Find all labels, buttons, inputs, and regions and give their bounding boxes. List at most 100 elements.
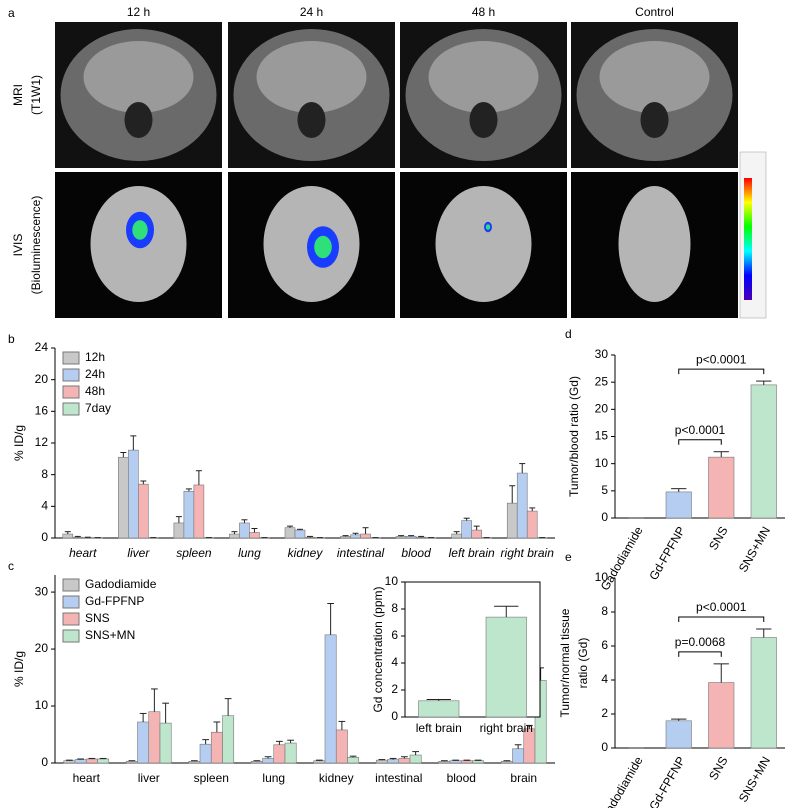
x-tick-label: Gadodiamide bbox=[598, 754, 646, 808]
mri-ventricle bbox=[124, 102, 153, 138]
bar bbox=[173, 522, 185, 539]
bar bbox=[398, 758, 411, 764]
x-tick-label: blood bbox=[401, 546, 431, 560]
bar bbox=[415, 536, 427, 539]
bar bbox=[125, 760, 138, 764]
x-tick-label: kidney bbox=[319, 771, 354, 785]
bar bbox=[449, 760, 462, 764]
panel-label: a bbox=[8, 6, 15, 20]
x-tick-label: SNS bbox=[706, 524, 730, 552]
bar bbox=[262, 758, 275, 764]
bar bbox=[250, 760, 263, 764]
x-tick-label: left brain bbox=[449, 546, 495, 560]
column-title: 12 h bbox=[127, 5, 150, 19]
annotation: p<0.0001 bbox=[675, 423, 726, 437]
bar bbox=[284, 742, 297, 764]
y-tick-label: 20 bbox=[35, 372, 49, 386]
legend-label: 12h bbox=[85, 350, 105, 364]
significance-bracket bbox=[678, 368, 765, 375]
bar bbox=[409, 754, 422, 764]
colorbar bbox=[744, 178, 752, 300]
y-tick-label: 20 bbox=[595, 402, 609, 416]
mri-brain bbox=[599, 41, 710, 113]
y-tick-label: 5 bbox=[601, 483, 608, 497]
bar bbox=[313, 760, 326, 764]
legend-label: SNS+MN bbox=[85, 628, 135, 642]
bar bbox=[284, 527, 296, 539]
row-label: MRI (T1W1) bbox=[11, 75, 43, 115]
bar bbox=[138, 483, 149, 539]
bar bbox=[118, 456, 129, 539]
y-tick-label: 30 bbox=[595, 347, 609, 361]
significance-bracket bbox=[678, 616, 765, 622]
significance-bracket bbox=[678, 651, 722, 657]
bar bbox=[485, 616, 527, 718]
row-label-line: MRI bbox=[11, 84, 25, 106]
bar bbox=[199, 743, 212, 764]
bar bbox=[137, 721, 150, 764]
bar bbox=[472, 760, 485, 764]
y-axis-label: Gd concentration (ppm) bbox=[371, 586, 385, 712]
bar bbox=[85, 758, 98, 764]
bar bbox=[665, 491, 692, 519]
x-tick-label: intestinal bbox=[337, 546, 385, 560]
bar bbox=[708, 456, 735, 519]
legend-swatch bbox=[62, 368, 80, 382]
bar bbox=[128, 449, 139, 539]
bar bbox=[183, 490, 195, 539]
y-tick-label: 15 bbox=[595, 429, 609, 443]
bar bbox=[360, 533, 371, 539]
bar bbox=[340, 536, 351, 539]
bar bbox=[97, 758, 110, 764]
y-tick-label: 20 bbox=[35, 641, 49, 655]
y-tick-label: 0 bbox=[391, 709, 398, 723]
bar bbox=[350, 534, 361, 539]
bar bbox=[750, 637, 777, 749]
bar bbox=[74, 759, 87, 764]
y-tick-label: 4 bbox=[601, 672, 608, 686]
bar bbox=[516, 472, 528, 539]
bar bbox=[159, 722, 172, 764]
mri-ventricle bbox=[469, 102, 498, 138]
bar bbox=[708, 682, 735, 749]
y-axis-label: % ID/g bbox=[12, 425, 26, 461]
bar bbox=[506, 502, 518, 539]
legend-label: 24h bbox=[85, 367, 105, 381]
y-tick-label: 10 bbox=[35, 698, 49, 712]
x-tick-label: heart bbox=[73, 771, 101, 785]
mri-ventricle bbox=[640, 102, 669, 138]
bar bbox=[460, 760, 473, 764]
x-tick-label: right brain bbox=[480, 721, 533, 735]
bar bbox=[62, 533, 74, 539]
bar bbox=[249, 532, 260, 539]
bar bbox=[347, 757, 360, 764]
legend-swatch bbox=[62, 595, 80, 609]
bar bbox=[750, 384, 777, 519]
bar bbox=[148, 711, 161, 764]
bar bbox=[395, 536, 407, 539]
row-label: IVIS (Bioluminescence) bbox=[11, 196, 43, 295]
row-label-line: (Bioluminescence) bbox=[29, 196, 43, 295]
bar bbox=[239, 522, 250, 539]
y-tick-label: 12 bbox=[35, 435, 49, 449]
bar bbox=[500, 760, 513, 764]
ivis-brain bbox=[435, 186, 532, 302]
y-tick-label: 24 bbox=[35, 340, 49, 354]
legend-label: SNS bbox=[85, 611, 110, 625]
y-axis-label-line: Tumor/normal tissue bbox=[558, 608, 572, 717]
bar bbox=[438, 760, 451, 764]
ivis-brain bbox=[618, 186, 691, 302]
y-tick-label: 2 bbox=[601, 706, 608, 720]
y-tick-label: 8 bbox=[601, 604, 608, 618]
legend-label: 48h bbox=[85, 384, 105, 398]
y-tick-label: 10 bbox=[595, 456, 609, 470]
x-tick-label: kidney bbox=[288, 546, 324, 560]
y-tick-label: 0 bbox=[41, 530, 48, 544]
bar bbox=[471, 529, 482, 539]
bar bbox=[210, 731, 223, 764]
signal-core bbox=[485, 224, 491, 230]
bar bbox=[418, 700, 460, 718]
bar bbox=[387, 759, 400, 764]
x-tick-label: liver bbox=[127, 546, 150, 560]
